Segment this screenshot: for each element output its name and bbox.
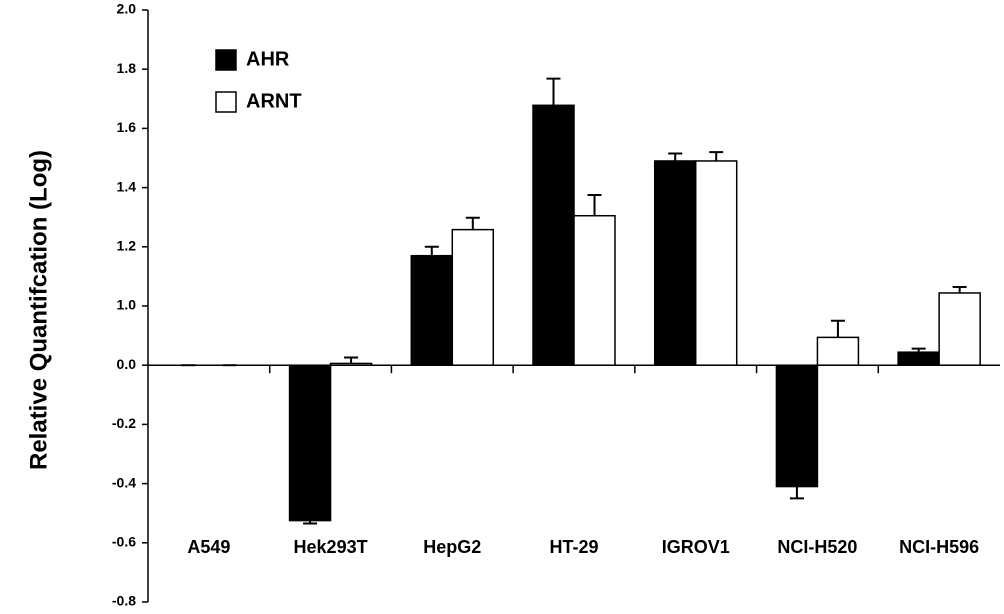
- legend-swatch: [215, 49, 237, 71]
- error-bar: [830, 319, 845, 338]
- y-axis-label: Relative Quantifcation (Log): [25, 150, 52, 470]
- y-tick-label: 1.2: [117, 238, 137, 254]
- bar: [288, 364, 332, 522]
- bar: [816, 336, 860, 366]
- error-bar: [587, 194, 602, 216]
- bar: [694, 160, 738, 366]
- error-bar: [911, 347, 926, 353]
- x-tick-label: NCI-H520: [777, 537, 857, 557]
- x-tick-label: Hek293T: [294, 537, 368, 557]
- y-tick-label: -0.4: [112, 474, 136, 490]
- y-tick-label: -0.6: [112, 534, 136, 550]
- error-bar: [303, 520, 318, 525]
- x-tick-label: HT-29: [549, 537, 598, 557]
- y-tick-label: 2.0: [117, 1, 137, 17]
- error-bar: [465, 216, 480, 230]
- y-tick-label: -0.2: [112, 415, 136, 431]
- y-tick-label: 0.0: [117, 356, 137, 372]
- bar: [329, 362, 373, 366]
- y-tick-label: 1.4: [117, 178, 137, 194]
- bar: [451, 228, 495, 366]
- error-bar: [546, 77, 561, 106]
- x-tick-label: HepG2: [423, 537, 481, 557]
- legend-label: AHR: [246, 48, 290, 70]
- bar: [410, 254, 454, 366]
- legend-label: ARNT: [246, 90, 302, 112]
- y-tick-label: 1.0: [117, 297, 137, 313]
- x-tick-label: A549: [187, 537, 230, 557]
- bar: [653, 160, 697, 366]
- legend-swatch: [215, 91, 237, 113]
- y-tick-label: -0.8: [112, 593, 136, 609]
- bar: [532, 104, 575, 366]
- error-bar: [709, 151, 724, 161]
- bar: [573, 214, 616, 366]
- error-bar: [344, 356, 359, 364]
- bar: [775, 364, 819, 488]
- error-bar: [789, 486, 804, 500]
- error-bar: [424, 245, 439, 256]
- y-tick-label: 1.8: [117, 60, 137, 76]
- error-bar: [668, 152, 683, 161]
- bar: [938, 292, 981, 366]
- error-bar: [952, 286, 967, 293]
- y-tick-label: 1.6: [117, 119, 137, 135]
- x-tick-label: IGROV1: [662, 537, 730, 557]
- bar: [897, 351, 940, 366]
- x-tick-label: NCI-H596: [899, 537, 979, 557]
